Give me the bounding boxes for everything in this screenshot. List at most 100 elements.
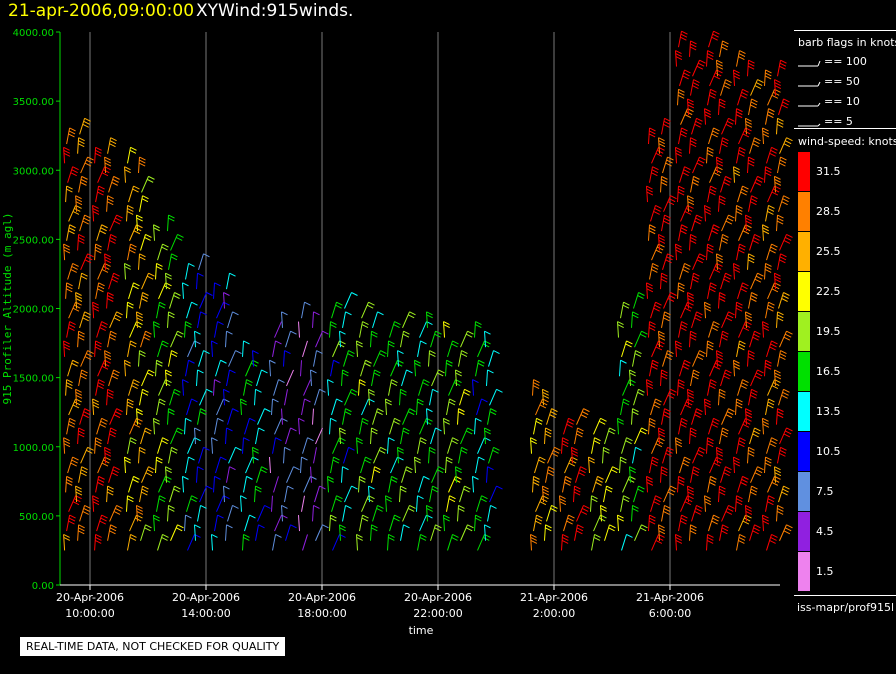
wind-barb-staff (709, 263, 717, 280)
wind-barb-staff (749, 137, 755, 154)
wind-barb-flag (738, 343, 746, 348)
wind-barb-staff (749, 331, 755, 348)
wind-barb-flag (779, 449, 787, 454)
wind-barb-staff (75, 389, 78, 406)
wind-barb-staff (371, 466, 375, 483)
wind-barb-staff (67, 456, 74, 474)
wind-barb-flag (716, 452, 724, 457)
wind-barb-flag (71, 459, 78, 464)
wind-barb-staff (445, 360, 447, 377)
wind-barb-flag (605, 488, 613, 493)
wind-barb-flag (687, 198, 694, 203)
wind-barb-flag (782, 198, 789, 203)
wind-barb-flag (779, 65, 786, 70)
wind-barb-flag (335, 498, 342, 503)
wind-barb-flag (95, 440, 102, 445)
wind-barb-staff (227, 408, 233, 425)
wind-barb-flag (66, 188, 73, 193)
wind-barb-flag (431, 488, 439, 493)
wind-barb-staff (136, 505, 138, 522)
wind-barb-flag (402, 333, 410, 338)
wind-barb-staff (284, 389, 288, 406)
y-tick-label: 1500.00 (13, 374, 54, 385)
wind-barb-flag (692, 275, 700, 280)
wind-barb-staff (126, 302, 128, 319)
wind-barb-flag (664, 311, 671, 316)
wind-barb-flag (779, 356, 786, 361)
wind-barb-flag (284, 446, 291, 451)
wind-barb-flag (156, 456, 163, 461)
wind-barb-flag (129, 440, 137, 445)
speed-legend-swatch (798, 352, 810, 391)
wind-barb-staff (186, 398, 192, 416)
wind-barb-flag (116, 408, 123, 413)
wind-barb-flag (741, 382, 748, 387)
wind-barb-staff (254, 389, 256, 406)
wind-barb-staff (777, 60, 781, 77)
wind-barb-staff (692, 350, 700, 367)
wind-barb-flag (148, 466, 155, 471)
wind-barb-staff (168, 350, 172, 367)
wind-barb-flag (124, 166, 131, 171)
wind-barb-staff (649, 263, 653, 280)
wind-barb-staff (389, 514, 395, 532)
wind-barb-flag (443, 324, 450, 328)
wind-barb-flag (377, 504, 384, 509)
wind-barb-staff (675, 534, 677, 551)
wind-barb-flag (774, 272, 781, 277)
wind-barb-staff (663, 195, 671, 212)
wind-barb-staff (274, 321, 282, 338)
wind-barb-flag (163, 285, 171, 290)
wind-barb-flag (704, 210, 712, 215)
wind-barb-flag (696, 408, 703, 413)
wind-barb-flag (593, 536, 601, 541)
wind-barb-flag (762, 133, 770, 138)
wind-barb-flag (185, 514, 192, 519)
wind-barb-flag (680, 130, 688, 135)
wind-barb-flag (368, 485, 375, 490)
wind-barb-flag (623, 495, 630, 500)
wind-barb-flag (371, 430, 378, 435)
wind-barb-flag (724, 372, 731, 377)
wind-barb-flag (638, 292, 645, 296)
wind-barb-staff (764, 456, 766, 474)
wind-barb-staff (691, 408, 697, 425)
wind-barb-flag (104, 350, 111, 355)
wind-barb-flag (783, 98, 790, 103)
wind-barb-flag (765, 459, 772, 464)
wind-barb-flag (165, 369, 172, 374)
barb-legend-entry: == 50 (798, 75, 896, 89)
wind-barb-flag (397, 449, 404, 454)
wind-barb-staff (679, 263, 685, 280)
wind-barb-staff (750, 176, 758, 193)
wind-barb-flag (687, 298, 695, 302)
wind-barb-flag (685, 111, 693, 116)
wind-barb-staff (716, 60, 718, 77)
wind-barb-flag (680, 327, 687, 331)
wind-barb-flag (161, 343, 168, 348)
wind-barb-staff (446, 495, 450, 512)
wind-barb-flag (667, 491, 675, 496)
wind-barb-flag (689, 46, 697, 51)
wind-barb-staff (544, 524, 546, 541)
wind-barb-flag (109, 530, 116, 535)
wind-barb-flag (98, 475, 105, 480)
wind-barb-staff (129, 418, 137, 435)
wind-barb-flag (246, 379, 253, 384)
wind-barb-staff (104, 350, 107, 367)
wind-barb-flag (707, 146, 714, 151)
wind-barb-staff (303, 379, 311, 396)
wind-barb-staff (708, 127, 714, 145)
wind-barb-flag (197, 272, 204, 277)
wind-barb-flag (168, 217, 175, 222)
wind-barb-staff (738, 224, 746, 241)
wind-barb-staff (455, 369, 457, 386)
wind-barb-flag (728, 408, 735, 413)
wind-barb-staff (706, 534, 708, 551)
wind-barb-staff (447, 534, 453, 551)
y-axis-label: 915 Profiler Altitude (m agl) (1, 212, 14, 404)
wind-barb-flag (721, 433, 728, 438)
wind-barb-flag (617, 514, 624, 519)
wind-barb-flag (712, 227, 719, 232)
wind-barb-flag (535, 520, 542, 525)
